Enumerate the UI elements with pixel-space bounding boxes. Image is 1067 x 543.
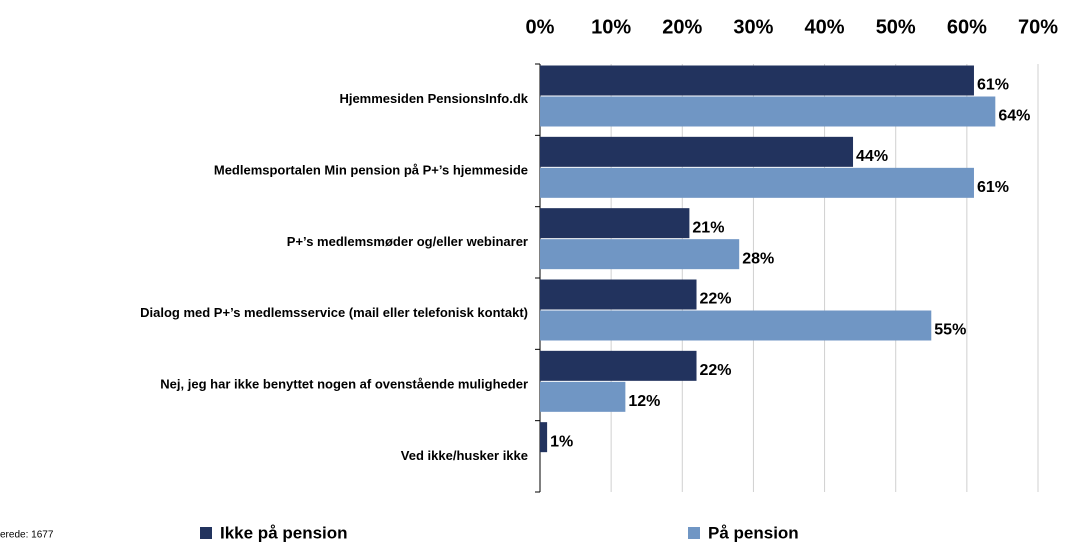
value-label: 44% [856,148,888,165]
category-label: Ved ikke/husker ikke [401,448,528,463]
category-label: Medlemsportalen Min pension på P+’s hjem… [214,162,528,177]
category-label: Dialog med P+’s medlemsservice (mail ell… [140,305,528,320]
value-label: 12% [628,393,660,410]
bar [540,208,690,239]
value-label: 1% [550,433,573,450]
value-label: 55% [934,322,966,339]
x-tick-label: 70% [1018,16,1058,38]
x-tick-label: 40% [805,16,845,38]
value-label: 22% [700,362,732,379]
value-label: 21% [692,219,724,236]
bar [540,310,932,341]
x-tick-label: 10% [591,16,631,38]
value-label: 28% [742,250,774,267]
x-tick-label: 30% [733,16,773,38]
category-label: P+’s medlemsmøder og/eller webinarer [287,234,528,249]
value-label: 22% [700,291,732,308]
value-label: 61% [977,77,1009,94]
category-label: Hjemmesiden PensionsInfo.dk [339,91,528,106]
legend-swatch [688,527,700,539]
bar [540,239,740,270]
x-tick-label: 60% [947,16,987,38]
legend-label: Ikke på pension [220,523,348,542]
x-tick-label: 50% [876,16,916,38]
bar [540,350,697,381]
value-label: 64% [998,108,1030,125]
legend-label: På pension [708,523,799,542]
x-tick-label: 0% [526,16,555,38]
bar [540,167,974,198]
category-label: Nej, jeg har ikke benyttet nogen af oven… [160,376,528,391]
note: erede: 1677 [0,530,54,541]
bar [540,65,974,96]
legend-swatch [200,527,212,539]
bar [540,96,996,127]
bar [540,381,626,412]
bar [540,422,548,453]
bar [540,136,854,167]
x-tick-label: 20% [662,16,702,38]
value-label: 61% [977,179,1009,196]
bar [540,279,697,310]
